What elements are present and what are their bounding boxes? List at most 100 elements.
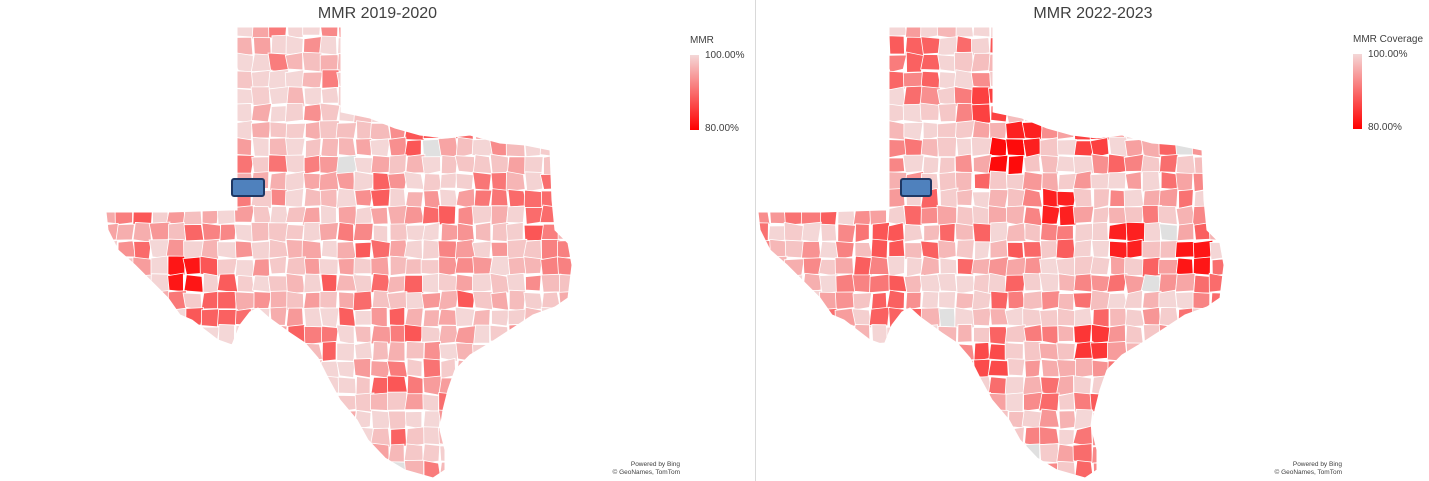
county-region[interactable] <box>472 273 492 294</box>
county-region[interactable] <box>285 137 306 156</box>
county-region[interactable] <box>1141 306 1162 327</box>
county-region[interactable] <box>939 257 958 276</box>
county-region[interactable] <box>1157 259 1179 277</box>
county-region[interactable] <box>955 239 975 260</box>
county-region[interactable] <box>423 190 442 209</box>
county-region[interactable] <box>114 206 134 226</box>
county-region[interactable] <box>540 273 562 293</box>
highlighted-county[interactable] <box>900 178 932 197</box>
county-region[interactable] <box>491 221 510 242</box>
county-region[interactable] <box>303 154 322 175</box>
county-region[interactable] <box>303 273 323 294</box>
county-region[interactable] <box>115 223 135 241</box>
county-region[interactable] <box>438 392 460 412</box>
county-region[interactable] <box>1109 307 1128 327</box>
county-region[interactable] <box>371 409 392 430</box>
county-region[interactable] <box>920 307 942 328</box>
county-region[interactable] <box>1193 188 1211 209</box>
county-region[interactable] <box>1073 341 1095 361</box>
county-region[interactable] <box>956 189 974 206</box>
county-region[interactable] <box>1091 444 1111 464</box>
county-region[interactable] <box>906 257 923 278</box>
county-region[interactable] <box>337 34 357 55</box>
county-region[interactable] <box>887 255 906 277</box>
county-region[interactable] <box>783 206 804 226</box>
county-region[interactable] <box>1056 342 1076 361</box>
county-region[interactable] <box>422 410 442 429</box>
county-region[interactable] <box>337 410 357 431</box>
county-region[interactable] <box>1021 188 1043 208</box>
county-region[interactable] <box>301 239 322 260</box>
county-region[interactable] <box>937 272 958 293</box>
county-region[interactable] <box>1192 256 1211 276</box>
county-region[interactable] <box>557 223 578 240</box>
county-region[interactable] <box>321 240 339 259</box>
county-region[interactable] <box>524 171 544 193</box>
county-region[interactable] <box>354 341 373 361</box>
county-region[interactable] <box>508 323 527 344</box>
county-region[interactable] <box>421 156 441 176</box>
county-region[interactable] <box>1126 238 1143 259</box>
county-region[interactable] <box>318 258 339 277</box>
county-region[interactable] <box>1041 290 1061 311</box>
county-region[interactable] <box>1091 359 1110 378</box>
county-region[interactable] <box>1024 359 1041 380</box>
county-region[interactable] <box>132 222 152 243</box>
county-region[interactable] <box>1089 256 1111 276</box>
texas-county-map[interactable] <box>757 0 1429 481</box>
county-region[interactable] <box>921 290 940 311</box>
county-region[interactable] <box>454 257 476 274</box>
county-region[interactable] <box>319 307 340 328</box>
county-region[interactable] <box>440 223 459 242</box>
county-region[interactable] <box>1158 187 1179 208</box>
county-region[interactable] <box>1141 240 1163 260</box>
county-region[interactable] <box>355 138 373 157</box>
county-region[interactable] <box>489 340 511 361</box>
county-region[interactable] <box>370 155 391 174</box>
county-region[interactable] <box>902 103 923 124</box>
county-region[interactable] <box>403 239 423 260</box>
county-region[interactable] <box>404 393 425 411</box>
county-region[interactable] <box>1005 138 1026 157</box>
county-region[interactable] <box>336 222 355 243</box>
county-region[interactable] <box>936 204 958 226</box>
county-region[interactable] <box>939 187 959 209</box>
county-region[interactable] <box>1192 291 1211 311</box>
county-region[interactable] <box>868 306 890 327</box>
county-region[interactable] <box>1159 240 1179 259</box>
county-region[interactable] <box>1056 139 1077 156</box>
county-region[interactable] <box>473 324 491 344</box>
county-region[interactable] <box>406 374 424 396</box>
county-region[interactable] <box>508 289 527 312</box>
county-region[interactable] <box>219 136 239 157</box>
county-region[interactable] <box>970 72 992 89</box>
county-region[interactable] <box>1005 120 1027 140</box>
county-region[interactable] <box>1038 392 1060 412</box>
county-region[interactable] <box>972 19 991 38</box>
county-region[interactable] <box>422 358 441 379</box>
county-region[interactable] <box>1209 241 1228 261</box>
county-region[interactable] <box>1021 171 1043 191</box>
county-region[interactable] <box>490 205 509 226</box>
county-region[interactable] <box>954 343 975 362</box>
county-region[interactable] <box>1039 309 1059 328</box>
county-region[interactable] <box>353 426 374 445</box>
county-region[interactable] <box>490 188 509 207</box>
county-region[interactable] <box>1022 241 1044 258</box>
county-region[interactable] <box>421 325 442 343</box>
county-region[interactable] <box>133 240 152 260</box>
county-region[interactable] <box>284 103 304 123</box>
county-region[interactable] <box>1176 154 1197 176</box>
county-region[interactable] <box>505 221 524 242</box>
county-region[interactable] <box>440 155 458 175</box>
county-region[interactable] <box>970 52 992 73</box>
county-region[interactable] <box>406 358 423 378</box>
county-region[interactable] <box>303 307 323 329</box>
county-region[interactable] <box>871 69 890 88</box>
county-region[interactable] <box>936 121 959 140</box>
county-region[interactable] <box>287 20 307 39</box>
county-region[interactable] <box>955 35 973 55</box>
county-region[interactable] <box>216 241 239 260</box>
county-region[interactable] <box>938 307 956 328</box>
county-region[interactable] <box>989 122 1008 140</box>
